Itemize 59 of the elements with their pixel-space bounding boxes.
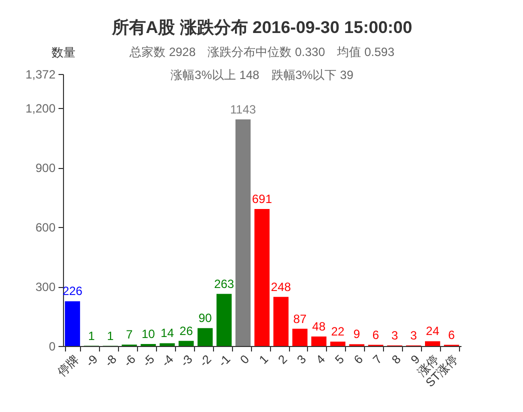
data-label: 6 (448, 328, 456, 342)
data-label: 22 (331, 324, 345, 339)
data-label: 90 (198, 311, 212, 326)
x-tick-label: -1 (216, 352, 234, 370)
data-label: 1 (88, 328, 96, 343)
data-label: 1 (107, 328, 114, 343)
bar (273, 296, 289, 346)
data-label: 7 (126, 328, 133, 342)
x-tick-label: -5 (140, 352, 158, 370)
y-tick-label: 1,372 (25, 68, 56, 82)
data-label: 48 (312, 319, 326, 334)
y-tick-label: 300 (35, 280, 56, 294)
data-label: 248 (270, 280, 292, 294)
bar (178, 340, 194, 346)
chart-title: 所有A股 涨跌分布 2016-09-30 15:00:00 (110, 18, 412, 37)
x-tick-label: -9 (82, 352, 101, 370)
x-tick-label: 8 (389, 352, 404, 367)
data-label: 6 (372, 328, 380, 342)
data-label: 26 (180, 324, 194, 338)
bar (254, 209, 270, 346)
bar (198, 328, 213, 346)
x-tick-label: -3 (178, 352, 196, 370)
bar (160, 343, 175, 346)
y-tick-label: 900 (35, 161, 56, 176)
y-tick-label: 0 (48, 340, 56, 354)
x-tick-label: 5 (332, 352, 348, 367)
bar (235, 119, 251, 346)
x-tick-label: 0 (237, 352, 252, 367)
chart-subtitle: 总家数 2928 涨跌分布中位数 0.330 均值 0.593 涨幅3%以上 148 跌幅3%以下 39 (128, 45, 395, 82)
x-tick-label: 2 (275, 352, 290, 367)
data-label: 1143 (230, 102, 256, 116)
data-label: 691 (252, 192, 272, 206)
x-tick-label: -8 (102, 352, 120, 370)
y-axis-title: 数量 (52, 46, 76, 60)
x-tick-label: 3 (294, 352, 310, 367)
x-tick-label: -2 (196, 352, 214, 370)
x-tick-label: 6 (351, 352, 366, 367)
x-tick-label: -4 (158, 352, 176, 370)
y-tick-label: 1,200 (25, 102, 56, 116)
data-label: 87 (293, 312, 307, 326)
x-tick-label: 4 (313, 352, 328, 367)
data-label: 3 (391, 328, 398, 342)
bar (424, 341, 440, 346)
bar (64, 301, 80, 346)
bar (330, 342, 346, 346)
data-label: 263 (214, 276, 234, 291)
x-tick-label: 1 (256, 352, 272, 367)
data-label: 9 (353, 327, 360, 342)
bar (216, 294, 232, 346)
x-tick-label: 7 (370, 352, 385, 367)
data-label: 10 (142, 327, 156, 342)
bar (311, 336, 326, 346)
bar (292, 328, 308, 346)
x-tick-label: 停牌 (54, 352, 82, 379)
x-tick-label: -6 (120, 352, 139, 370)
y-tick-label: 600 (35, 220, 56, 235)
data-label: 14 (160, 326, 174, 340)
data-label: 3 (410, 328, 418, 342)
data-label: 24 (426, 324, 440, 338)
